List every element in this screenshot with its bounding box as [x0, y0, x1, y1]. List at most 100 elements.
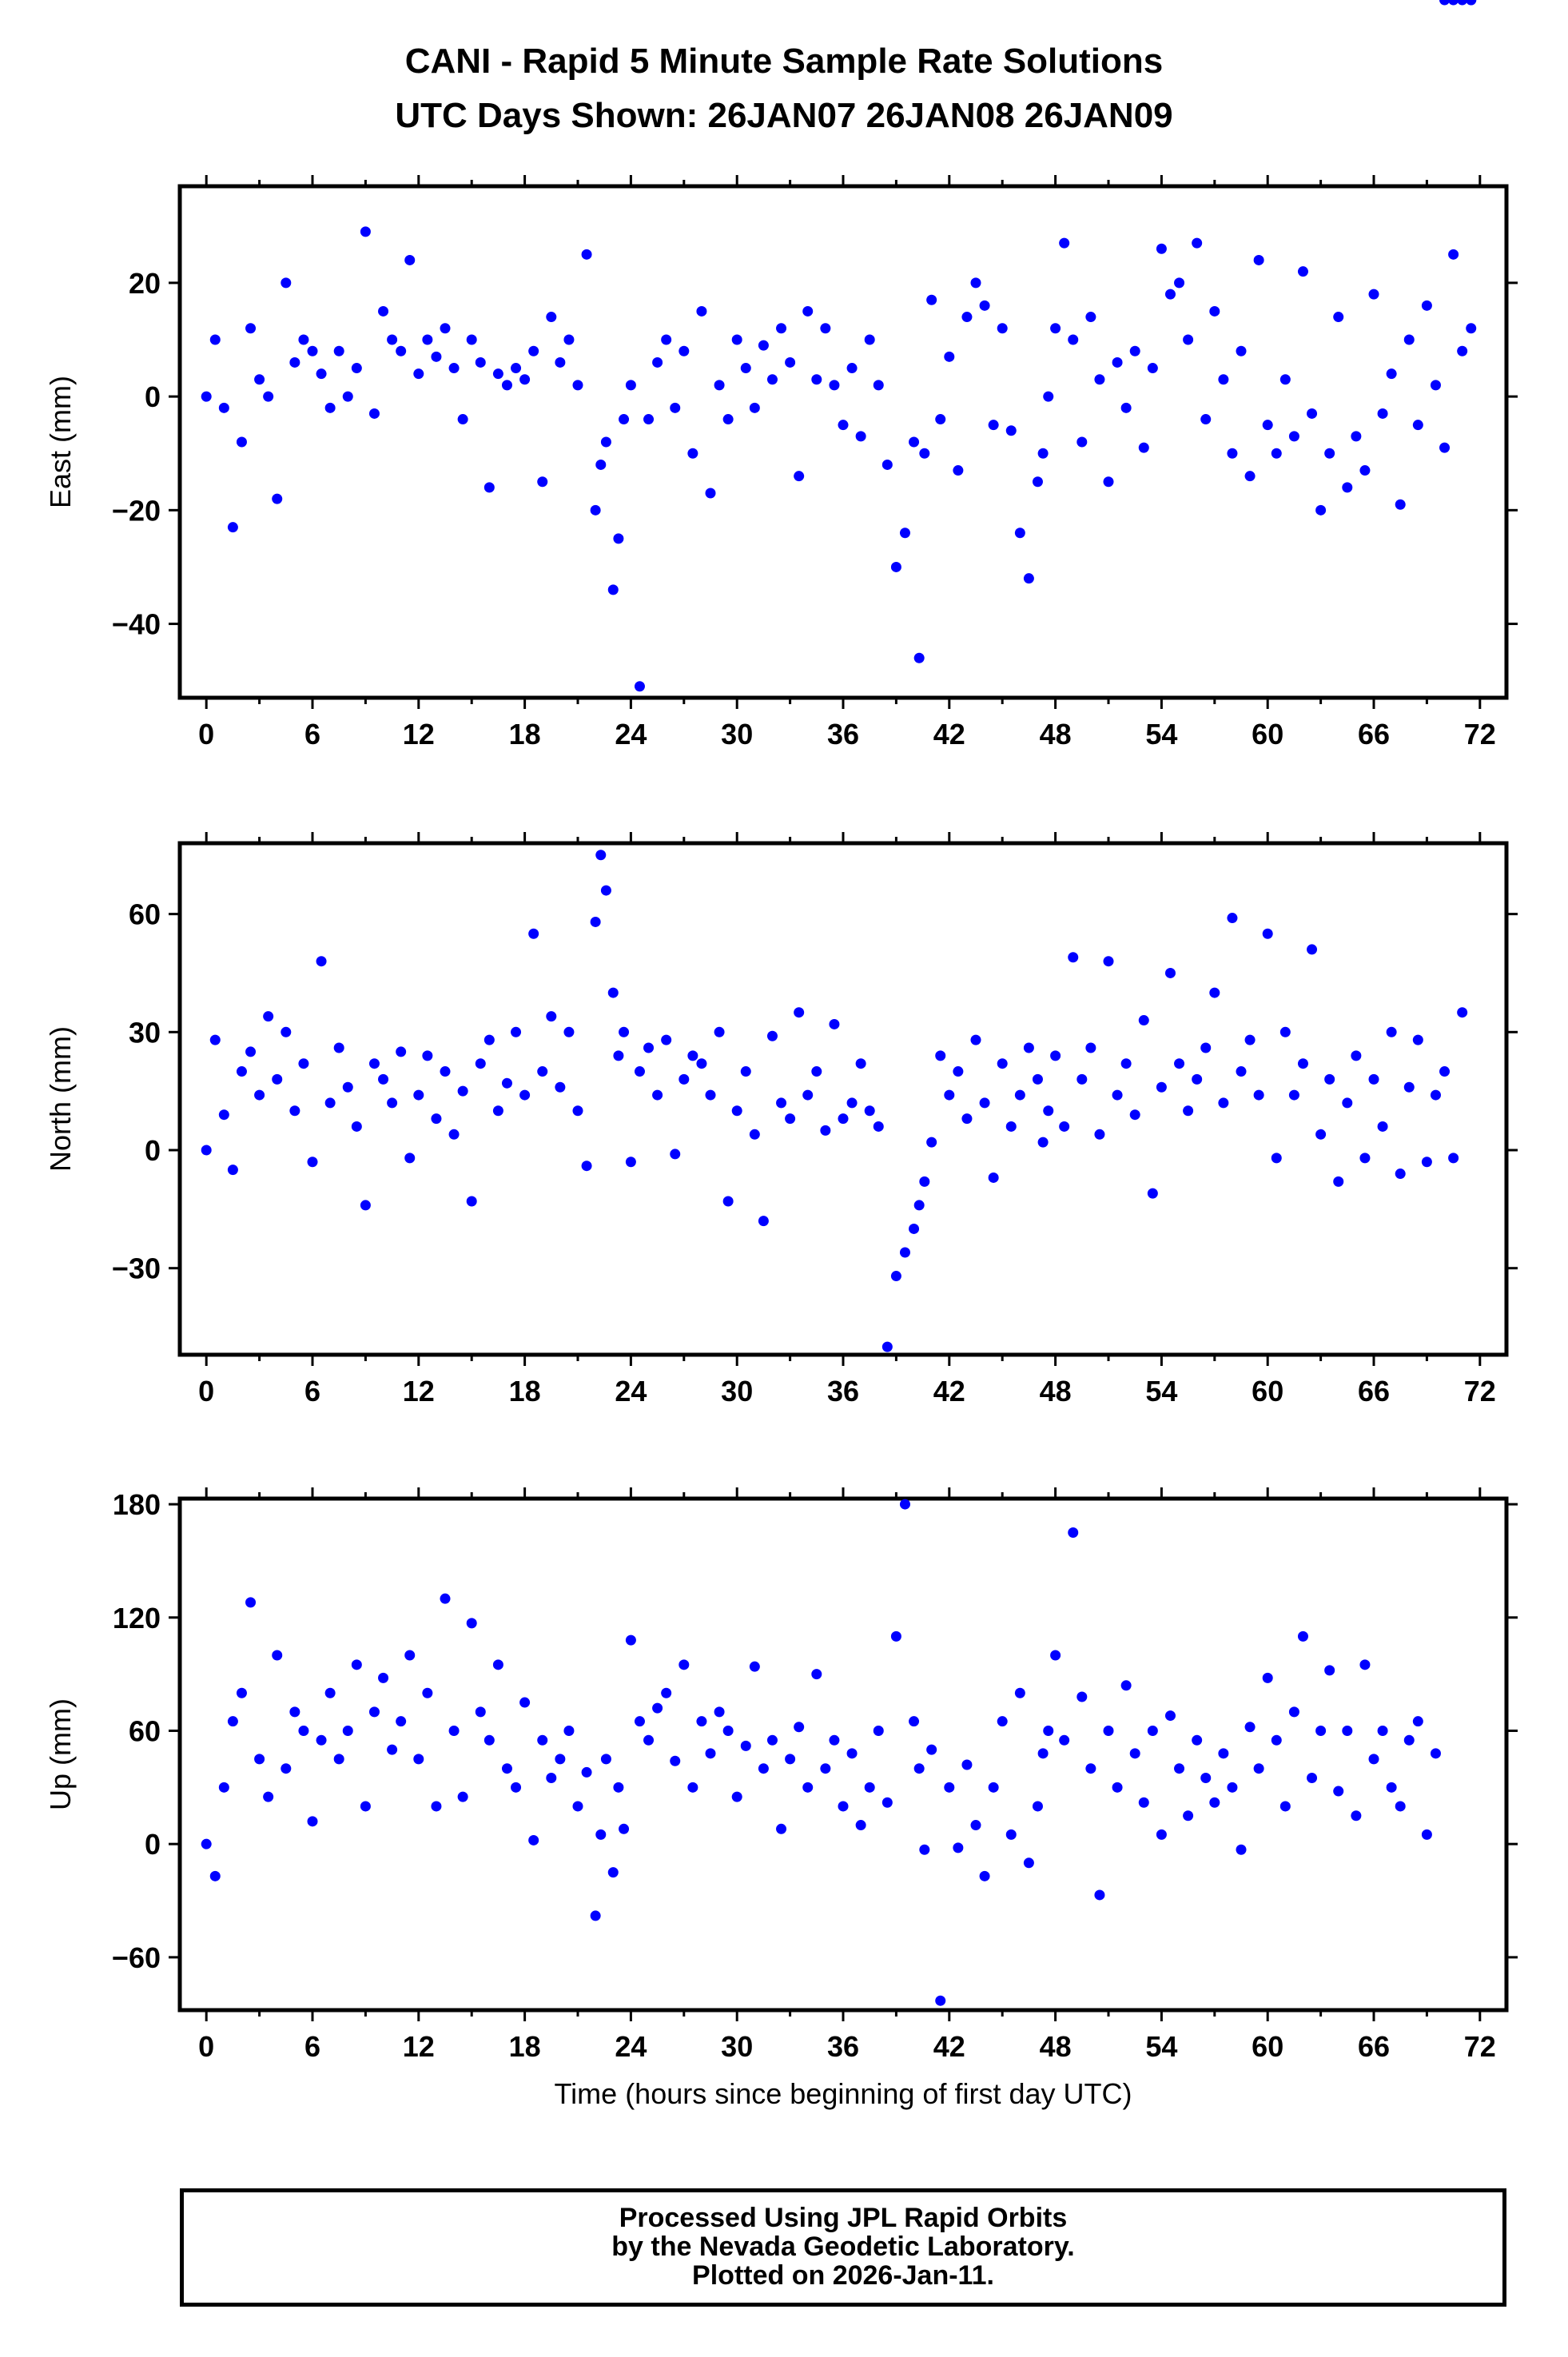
north-data-point [378, 1073, 389, 1085]
north-data-point [1077, 1073, 1088, 1085]
east-data-point [643, 414, 655, 425]
north-data-point [1183, 1105, 1194, 1117]
up-data-point [1138, 1797, 1149, 1808]
up-data-point [1156, 1829, 1167, 1840]
east-data-point [899, 528, 910, 539]
up-y-axis-label: Up (mm) [44, 1698, 77, 1810]
north-x-tick-label: 30 [721, 1375, 753, 1407]
up-data-point [1037, 1748, 1049, 1759]
east-x-tick-label: 18 [509, 718, 541, 750]
east-data-point [440, 323, 451, 334]
north-data-point [802, 1089, 814, 1101]
up-data-point [979, 1870, 990, 1881]
up-data-point [227, 1716, 238, 1727]
footer-line-3: Plotted on 2026-Jan-11. [692, 2260, 994, 2291]
up-data-point [368, 1706, 380, 1718]
north-data-point [811, 1066, 822, 1077]
chart-title: CANI - Rapid 5 Minute Sample Rate Soluti… [404, 42, 1164, 81]
up-x-tick-label: 54 [1145, 2030, 1177, 2063]
east-data-point [1068, 334, 1079, 345]
up-x-tick-label: 24 [615, 2030, 647, 2063]
east-data-point [873, 380, 884, 391]
north-y-axis-label: North (mm) [44, 1026, 77, 1172]
up-data-point [378, 1672, 389, 1683]
up-data-point [705, 1748, 716, 1759]
east-data-point [961, 312, 973, 323]
east-data-point [1395, 499, 1406, 510]
up-data-point [1200, 1773, 1212, 1784]
up-data-point [758, 1763, 769, 1774]
up-data-point [1094, 1889, 1105, 1901]
north-data-point [1236, 1066, 1247, 1077]
east-data-point [979, 300, 990, 311]
up-data-point [1085, 1763, 1096, 1774]
up-data-point [1147, 1725, 1158, 1736]
north-data-point [909, 1223, 920, 1234]
north-data-point [1315, 1129, 1327, 1140]
north-data-point [619, 1026, 630, 1037]
north-data-point [404, 1153, 416, 1164]
east-data-point [1085, 312, 1096, 323]
east-data-point [209, 334, 221, 345]
east-data-point [829, 380, 840, 391]
up-data-point [396, 1716, 407, 1727]
east-data-point [731, 334, 742, 345]
north-data-point [1164, 967, 1176, 978]
north-data-point [776, 1097, 787, 1109]
up-data-point [873, 1725, 884, 1736]
up-data-point [1005, 1829, 1017, 1840]
up-data-point [600, 1754, 611, 1765]
up-data-point [316, 1734, 327, 1746]
up-data-point [546, 1773, 557, 1784]
east-data-point [1430, 380, 1441, 391]
north-data-point [1279, 1026, 1291, 1037]
north-x-tick-label: 6 [304, 1375, 320, 1407]
east-data-point [457, 414, 468, 425]
north-data-point [1005, 1121, 1017, 1132]
north-x-tick-label: 72 [1464, 1375, 1496, 1407]
north-data-point [1271, 1153, 1282, 1164]
east-data-point [776, 323, 787, 334]
up-data-point [590, 1910, 601, 1921]
up-x-tick-label: 36 [827, 2030, 859, 2063]
east-data-point [342, 391, 353, 402]
north-data-point [1014, 1089, 1025, 1101]
north-data-point [1032, 1073, 1043, 1085]
north-data-point [607, 987, 619, 998]
up-data-point [1103, 1725, 1114, 1736]
up-data-point [466, 1618, 477, 1629]
east-data-point [1032, 476, 1043, 488]
north-data-point [1386, 1026, 1397, 1037]
north-data-point [1085, 1042, 1096, 1053]
east-data-point [1279, 374, 1291, 385]
north-data-point [1218, 1097, 1229, 1109]
north-x-tick-label: 66 [1358, 1375, 1390, 1407]
up-data-point [281, 1763, 292, 1774]
north-data-point [519, 1089, 531, 1101]
east-data-point [1307, 408, 1318, 419]
up-x-tick-label: 72 [1464, 2030, 1496, 2063]
up-data-point [1218, 1748, 1229, 1759]
east-data-point [307, 345, 318, 356]
east-plot-frame [177, 184, 1509, 700]
east-data-point [396, 345, 407, 356]
north-data-point [1037, 1137, 1049, 1148]
east-x-tick-label: 48 [1040, 718, 1072, 750]
up-data-point [913, 1763, 925, 1774]
east-data-point [625, 380, 636, 391]
north-data-point [457, 1085, 468, 1097]
east-data-point [298, 334, 309, 345]
up-data-point [1209, 1797, 1220, 1808]
east-data-point [581, 249, 592, 260]
east-data-point [1077, 436, 1088, 448]
up-data-point [953, 1842, 964, 1853]
east-data-point [595, 459, 607, 470]
up-data-point [1386, 1782, 1397, 1793]
north-data-point [794, 1007, 805, 1018]
up-data-point [563, 1725, 575, 1736]
north-data-point [546, 1011, 557, 1022]
east-data-point [475, 356, 486, 368]
east-data-point [864, 334, 875, 345]
north-data-point [368, 1058, 380, 1069]
north-data-point [1129, 1109, 1140, 1121]
